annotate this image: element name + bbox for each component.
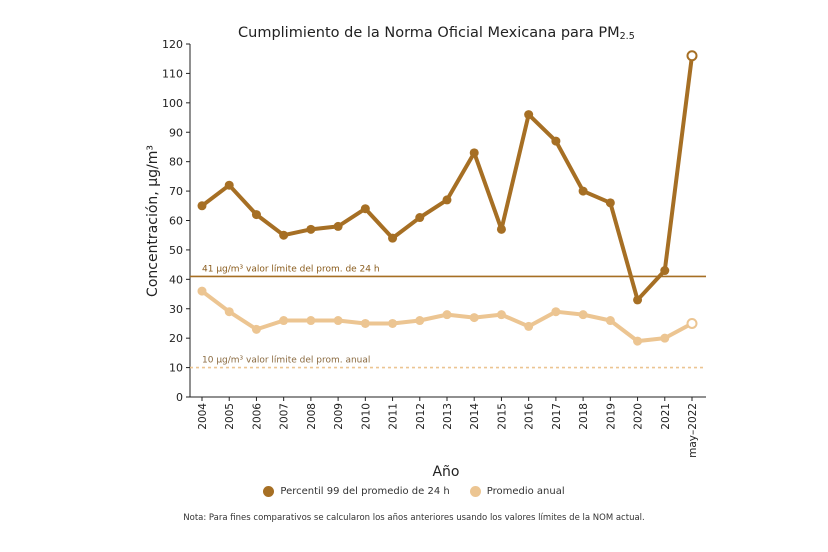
data-point-1: [605, 316, 615, 326]
y-tick-label: 50: [169, 244, 183, 257]
data-point-0: [279, 230, 289, 240]
x-tick-label: 2020: [633, 403, 645, 430]
data-point-0: [469, 148, 479, 158]
x-axis-label: Año: [432, 464, 459, 480]
x-tick-label: 2012: [415, 403, 427, 430]
data-point-1: [251, 324, 261, 334]
x-tick-label: 2009: [333, 403, 345, 430]
data-point-1: [633, 336, 643, 346]
data-point-0: [524, 110, 534, 120]
x-tick-label: 2017: [551, 403, 563, 430]
data-point-0: [415, 213, 425, 223]
x-tick-label: 2005: [224, 403, 236, 430]
data-point-1: [279, 316, 289, 326]
x-tick-label: 2015: [496, 403, 508, 430]
data-point-1: [360, 318, 370, 328]
y-tick-label: 70: [169, 185, 183, 198]
data-point-1: [524, 321, 534, 331]
series-line-0: [200, 53, 694, 302]
y-tick-label: 110: [162, 67, 183, 80]
x-tick-label: 2014: [469, 403, 481, 430]
x-tick-label: may–2022: [687, 403, 699, 458]
data-point-1: [306, 316, 316, 326]
data-point-1: [578, 310, 588, 320]
y-tick-label: 0: [176, 391, 183, 404]
data-point-0: [360, 204, 370, 214]
y-tick-label: 90: [169, 126, 183, 139]
data-point-0: [633, 295, 643, 305]
y-tick-label: 10: [169, 362, 183, 375]
data-point-0: [333, 221, 343, 231]
y-tick-label: 100: [162, 97, 183, 110]
data-point-0: [442, 195, 452, 205]
data-point-0: [578, 186, 588, 196]
x-tick-label: 2006: [251, 403, 263, 430]
x-tick-label: 2008: [306, 403, 318, 430]
footnote: Nota: Para fines comparativos se calcula…: [183, 513, 645, 523]
x-tick-label: 2011: [388, 403, 400, 430]
x-tick-label: 2007: [279, 403, 291, 430]
y-tick-label: 30: [169, 303, 183, 316]
x-tick-label: 2019: [605, 403, 617, 430]
data-point-1: [496, 310, 506, 320]
y-tick-label: 120: [162, 38, 183, 51]
data-point-0: [197, 201, 207, 211]
data-point-0: [224, 180, 234, 190]
data-point-0: [605, 198, 615, 208]
reference-line-label-0: 41 µg/m³ valor límite del prom. de 24 h: [202, 264, 380, 274]
legend-item-p99: Percentil 99 del promedio de 24 h: [263, 486, 450, 497]
y-tick-label: 60: [169, 215, 183, 228]
legend-marker-annual: [469, 486, 481, 497]
chart-title-sub: 2.5: [620, 31, 635, 42]
data-point-0: [551, 136, 561, 146]
axes-layer: 0 10 20 30 40 50 60 70 80 90 100 110 120 2004 2005 2006…: [162, 38, 706, 458]
reference-lines-layer: 41 µg/m³ valor límite del prom. de 24 h 1…: [190, 264, 706, 369]
data-point-1: [415, 316, 425, 326]
x-tick-label: 2013: [442, 403, 454, 430]
data-point-1: [197, 286, 207, 296]
y-tick-label: 40: [169, 273, 183, 286]
data-point-0: [496, 224, 506, 234]
x-tick-label: 2004: [197, 403, 209, 430]
series-layer: [197, 50, 698, 346]
data-point-1: [333, 316, 343, 326]
legend-label-p99: Percentil 99 del promedio de 24 h: [280, 486, 450, 497]
chart-title: Cumplimiento de la Norma Oficial Mexican…: [238, 25, 635, 42]
x-tick-label: 2010: [360, 403, 372, 430]
y-tick-label: 20: [169, 332, 183, 345]
data-point-1: [660, 333, 670, 343]
data-point-0: [660, 266, 670, 276]
y-axis-label: Concentración, µg/m³: [145, 145, 161, 297]
legend-item-annual: Promedio anual: [469, 486, 565, 497]
data-point-0: [251, 210, 261, 220]
data-point-1: [442, 310, 452, 320]
data-point-1: [551, 307, 561, 317]
data-point-1: [469, 313, 479, 323]
legend: Percentil 99 del promedio de 24 h Promed…: [0, 486, 828, 497]
data-point-0: [686, 50, 698, 62]
data-point-0: [388, 233, 398, 243]
data-point-1: [686, 317, 698, 329]
reference-line-label-1: 10 µg/m³ valor límite del prom. anual: [202, 356, 370, 366]
x-tick-label: 2016: [524, 403, 536, 430]
y-tick-label: 80: [169, 156, 183, 169]
data-point-1: [388, 318, 398, 328]
data-point-1: [224, 307, 234, 317]
x-tick-label: 2021: [660, 403, 672, 430]
data-point-0: [306, 224, 316, 234]
legend-marker-p99: [263, 486, 275, 497]
x-tick-label: 2018: [578, 403, 590, 430]
chart-title-main: Cumplimiento de la Norma Oficial Mexican…: [238, 25, 620, 41]
legend-label-annual: Promedio anual: [486, 486, 565, 497]
